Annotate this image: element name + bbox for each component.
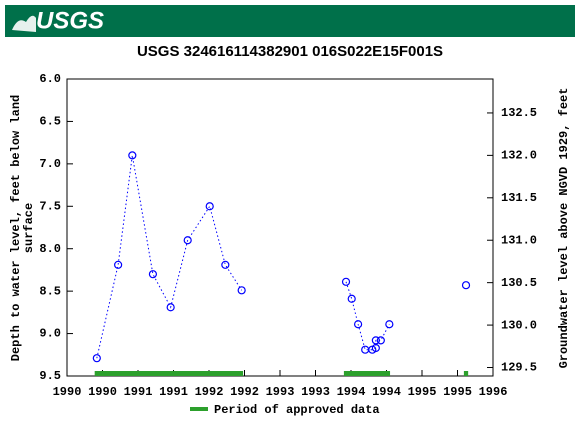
chart-title: USGS 324616114382901 016S022E15F001S [137, 43, 443, 60]
x-tick-label: 1994 [337, 385, 366, 399]
y2-tick-label: 131.5 [501, 191, 537, 205]
data-point [385, 320, 394, 329]
approved-period [94, 371, 244, 376]
approved-period [343, 371, 391, 376]
x-tick-label: 1990 [53, 385, 82, 399]
y2-tick-label: 130.5 [501, 276, 537, 290]
data-point [347, 294, 356, 303]
plot-frame [66, 78, 494, 377]
x-tick-label: 1995 [408, 385, 437, 399]
x-tick-label: 1992 [230, 385, 259, 399]
x-tick-label: 1994 [372, 385, 401, 399]
data-point [221, 260, 230, 269]
data-point [148, 270, 158, 279]
data-point [128, 151, 137, 160]
data-point [92, 354, 101, 363]
data-point [376, 336, 385, 345]
data-point [166, 303, 175, 312]
x-tick-label: 1991 [159, 385, 188, 399]
x-tick-label: 1990 [88, 385, 117, 399]
y-tick-label: 8.0 [39, 242, 61, 256]
y2-tick-label: 132.5 [501, 106, 537, 120]
y2-tick-label: 129.5 [501, 361, 537, 375]
y2-tick-label: 132.0 [501, 149, 537, 163]
y-tick-label: 6.0 [39, 72, 61, 86]
approved-period [463, 371, 469, 376]
x-tick-label: 1991 [124, 385, 153, 399]
x-tick-label: 1996 [479, 385, 508, 399]
y2-tick-label: 131.0 [501, 233, 537, 247]
logo-text: USGS [36, 7, 104, 34]
data-point [205, 202, 214, 211]
legend-label: Period of approved data [214, 403, 380, 417]
data-point [237, 286, 246, 295]
data-line [97, 155, 466, 358]
data-point [354, 320, 363, 329]
y2-tick-label: 130.0 [501, 318, 537, 332]
y-tick-label: 7.0 [39, 157, 61, 171]
y2-axis-label: Groundwater level above NGVD 1929, feet [557, 88, 571, 369]
data-point [114, 260, 123, 269]
logo-mark [12, 15, 36, 32]
y-tick-label: 9.5 [39, 369, 61, 383]
x-tick-label: 1995 [443, 385, 472, 399]
header-bar [5, 5, 575, 37]
y-tick-label: 8.5 [39, 284, 61, 298]
x-tick-label: 1993 [266, 385, 295, 399]
y-tick-label: 9.0 [39, 327, 61, 341]
y-axis-label: Depth to water level, feet below land [9, 95, 23, 361]
y-tick-label: 6.5 [39, 115, 61, 129]
data-point [183, 236, 192, 245]
y-axis-label: surface [22, 203, 36, 253]
data-point [341, 277, 351, 286]
y-tick-label: 7.5 [39, 199, 61, 213]
data-point [371, 336, 380, 345]
data-point [461, 281, 471, 290]
x-tick-label: 1992 [195, 385, 224, 399]
x-tick-label: 1993 [301, 385, 330, 399]
data-point [371, 343, 380, 353]
